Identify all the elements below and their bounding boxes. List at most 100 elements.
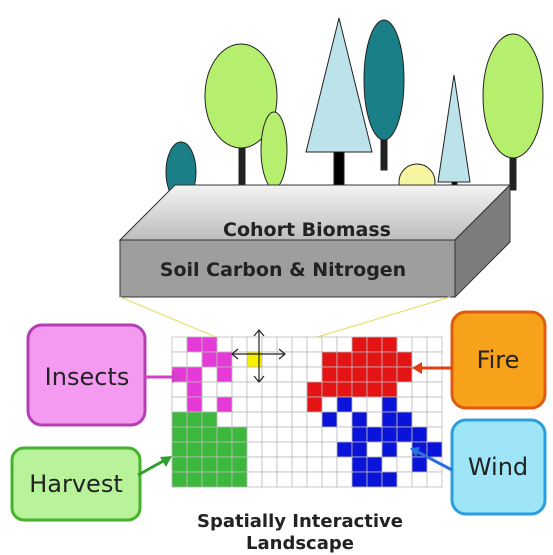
harvest-cell bbox=[187, 457, 202, 472]
harvest-cell bbox=[172, 442, 187, 457]
grid-cell bbox=[277, 472, 292, 487]
grid-cell bbox=[277, 382, 292, 397]
harvest-cell bbox=[202, 412, 217, 427]
grid-cell bbox=[337, 337, 352, 352]
wind-cell bbox=[337, 442, 352, 457]
grid-cell bbox=[292, 367, 307, 382]
grid-cell bbox=[247, 382, 262, 397]
grid-cell bbox=[367, 442, 382, 457]
grid-cell bbox=[262, 397, 277, 412]
wind-cell bbox=[382, 397, 397, 412]
insect-cell bbox=[217, 367, 232, 382]
grid-cell bbox=[307, 337, 322, 352]
grid-cell bbox=[172, 382, 187, 397]
grid-cell bbox=[292, 472, 307, 487]
grid-cell bbox=[412, 472, 427, 487]
harvest-cell bbox=[217, 457, 232, 472]
wind-cell bbox=[367, 472, 382, 487]
grid-cell bbox=[412, 337, 427, 352]
grid-cell bbox=[262, 382, 277, 397]
grid-cell bbox=[262, 412, 277, 427]
fire-label: Fire bbox=[477, 346, 520, 374]
grid-cell bbox=[322, 427, 337, 442]
grid-cell bbox=[247, 427, 262, 442]
grid-cell bbox=[292, 337, 307, 352]
grid-cell bbox=[322, 337, 337, 352]
fire-cell bbox=[367, 352, 382, 367]
grid-cell bbox=[427, 337, 442, 352]
grid-cell bbox=[427, 472, 442, 487]
grid-cell bbox=[337, 457, 352, 472]
insect-cell bbox=[187, 367, 202, 382]
wind-cell bbox=[412, 457, 427, 472]
fire-cell bbox=[382, 382, 397, 397]
harvest-cell bbox=[202, 472, 217, 487]
grid-cell bbox=[337, 472, 352, 487]
grid-cell bbox=[427, 397, 442, 412]
harvest-cell bbox=[172, 457, 187, 472]
grid-cell bbox=[217, 337, 232, 352]
grid-cell bbox=[397, 397, 412, 412]
insect-cell bbox=[202, 337, 217, 352]
fire-cell bbox=[367, 367, 382, 382]
harvest-cell bbox=[172, 427, 187, 442]
wind-cell bbox=[382, 472, 397, 487]
wind-cell bbox=[382, 427, 397, 442]
wind-cell bbox=[382, 442, 397, 457]
harvest-cell bbox=[202, 457, 217, 472]
fire-cell bbox=[367, 337, 382, 352]
grid-cell bbox=[322, 442, 337, 457]
caption: Spatially Interactive bbox=[197, 511, 403, 532]
wind-cell bbox=[322, 412, 337, 427]
fire-cell bbox=[382, 352, 397, 367]
harvest-cell bbox=[232, 442, 247, 457]
caption: Landscape bbox=[246, 533, 354, 554]
harvest-label: Harvest bbox=[29, 470, 123, 498]
fire-cell bbox=[397, 367, 412, 382]
fire-cell bbox=[367, 382, 382, 397]
fire-cell bbox=[397, 352, 412, 367]
grid-cell bbox=[337, 412, 352, 427]
grid-cell bbox=[427, 427, 442, 442]
fire-cell bbox=[307, 382, 322, 397]
grid-cell bbox=[262, 427, 277, 442]
grid-cell bbox=[202, 397, 217, 412]
grid-cell bbox=[337, 427, 352, 442]
grid-cell bbox=[262, 367, 277, 382]
grid-cell bbox=[427, 382, 442, 397]
fire-cell bbox=[352, 382, 367, 397]
grid-cell bbox=[292, 427, 307, 442]
grid-cell bbox=[292, 397, 307, 412]
grid-cell bbox=[397, 337, 412, 352]
grid-cell bbox=[292, 442, 307, 457]
grid-cell bbox=[382, 457, 397, 472]
grid-cell bbox=[412, 412, 427, 427]
fire-cell bbox=[382, 367, 397, 382]
harvest-cell bbox=[172, 412, 187, 427]
grid-cell bbox=[232, 397, 247, 412]
grid-cell bbox=[172, 397, 187, 412]
fire-cell bbox=[337, 382, 352, 397]
grid-cell bbox=[367, 412, 382, 427]
insect-cell bbox=[187, 337, 202, 352]
grid-cell bbox=[217, 382, 232, 397]
grid-cell bbox=[187, 352, 202, 367]
grid-cell bbox=[277, 442, 292, 457]
grid-cell bbox=[202, 367, 217, 382]
fire-cell bbox=[322, 367, 337, 382]
harvest-cell bbox=[187, 472, 202, 487]
fire-cell bbox=[307, 397, 322, 412]
insect-cell bbox=[217, 352, 232, 367]
grid-cell bbox=[172, 352, 187, 367]
grid-cell bbox=[292, 457, 307, 472]
wind-cell bbox=[397, 412, 412, 427]
fire-cell bbox=[337, 367, 352, 382]
wind-label: Wind bbox=[468, 453, 528, 481]
wind-cell bbox=[352, 412, 367, 427]
landscape-grid bbox=[172, 337, 442, 487]
grid-cell bbox=[247, 472, 262, 487]
harvest-cell bbox=[187, 412, 202, 427]
grid-cell bbox=[277, 457, 292, 472]
grid-cell bbox=[307, 412, 322, 427]
fire-cell bbox=[382, 337, 397, 352]
